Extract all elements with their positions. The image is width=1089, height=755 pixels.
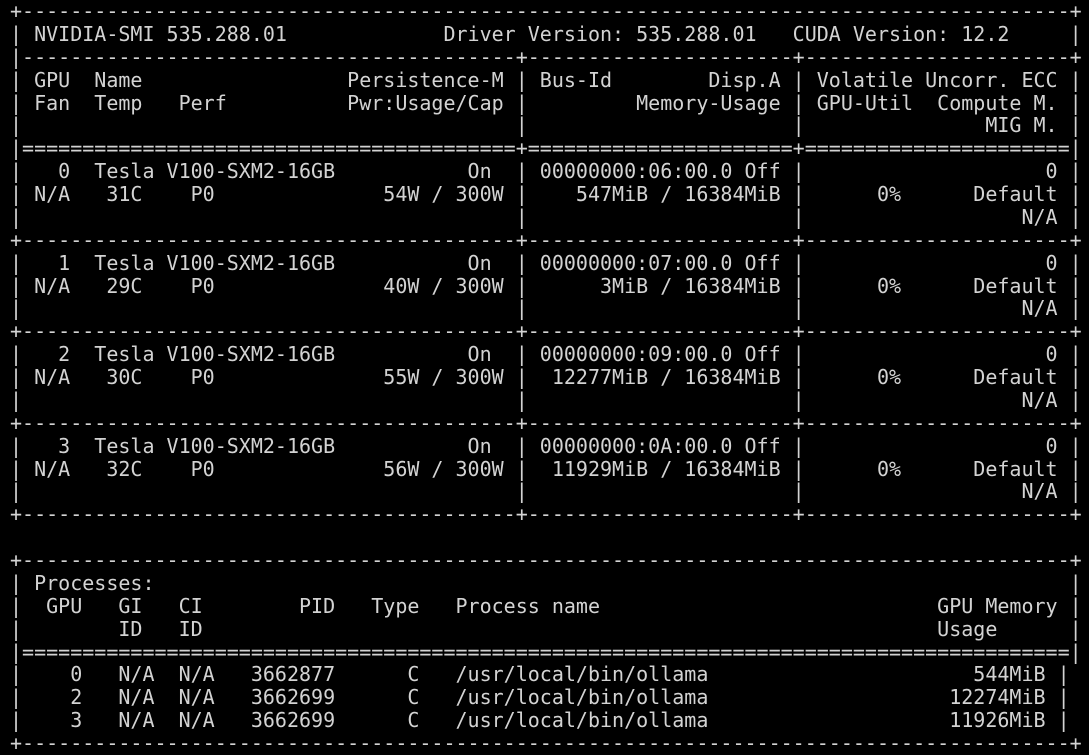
terminal-line: | | | N/A |: [10, 387, 1082, 412]
terminal-line: +---------------------------------------…: [10, 0, 1082, 23]
terminal-line: | | | MIG M. |: [10, 113, 1082, 138]
terminal-line: | ID ID Usage |: [10, 616, 1082, 641]
terminal-line: | N/A 32C P0 56W / 300W | 11929MiB / 163…: [10, 456, 1082, 481]
terminal-line: [10, 526, 1089, 549]
terminal-line: |---------------------------------------…: [10, 44, 1082, 69]
terminal-line: | 2 Tesla V100-SXM2-16GB On | 00000000:0…: [10, 342, 1082, 367]
terminal-line: | 2 N/A N/A 3662699 C /usr/local/bin/oll…: [10, 685, 1070, 710]
terminal-line: | | | N/A |: [10, 204, 1082, 229]
terminal-line: +---------------------------------------…: [10, 502, 1082, 527]
terminal-line: +---------------------------------------…: [10, 731, 1082, 755]
terminal-line: +---------------------------------------…: [10, 548, 1082, 572]
terminal-line: +---------------------------------------…: [10, 227, 1082, 252]
terminal-line: | GPU GI CI PID Type Process name GPU Me…: [10, 593, 1082, 618]
terminal-line: | N/A 29C P0 40W / 300W | 3MiB / 16384Mi…: [10, 273, 1082, 298]
terminal-line: | 3 N/A N/A 3662699 C /usr/local/bin/oll…: [10, 708, 1070, 733]
terminal-line: | N/A 31C P0 54W / 300W | 547MiB / 16384…: [10, 182, 1082, 206]
terminal-line: | 0 N/A N/A 3662877 C /usr/local/bin/oll…: [10, 662, 1070, 687]
terminal-line: +---------------------------------------…: [10, 319, 1082, 344]
terminal-line: +---------------------------------------…: [10, 410, 1082, 435]
terminal-line: | | | N/A |: [10, 479, 1082, 504]
terminal-line: |=======================================…: [10, 136, 1082, 161]
terminal-line: | 0 Tesla V100-SXM2-16GB On | 00000000:0…: [10, 159, 1082, 184]
terminal-line: | NVIDIA-SMI 535.288.01 Driver Version: …: [10, 21, 1082, 46]
terminal-line: | N/A 30C P0 55W / 300W | 12277MiB / 163…: [10, 365, 1082, 389]
terminal-line: | GPU Name Persistence-M | Bus-Id Disp.A…: [10, 67, 1082, 92]
terminal-line: | Fan Temp Perf Pwr:Usage/Cap | Memory-U…: [10, 90, 1082, 115]
terminal-line: | Processes: |: [10, 570, 1082, 595]
terminal-line: | 3 Tesla V100-SXM2-16GB On | 00000000:0…: [10, 433, 1082, 458]
terminal-line: | | | N/A |: [10, 296, 1082, 321]
terminal-line: |=======================================…: [10, 639, 1082, 664]
terminal-line: | 1 Tesla V100-SXM2-16GB On | 00000000:0…: [10, 250, 1082, 275]
